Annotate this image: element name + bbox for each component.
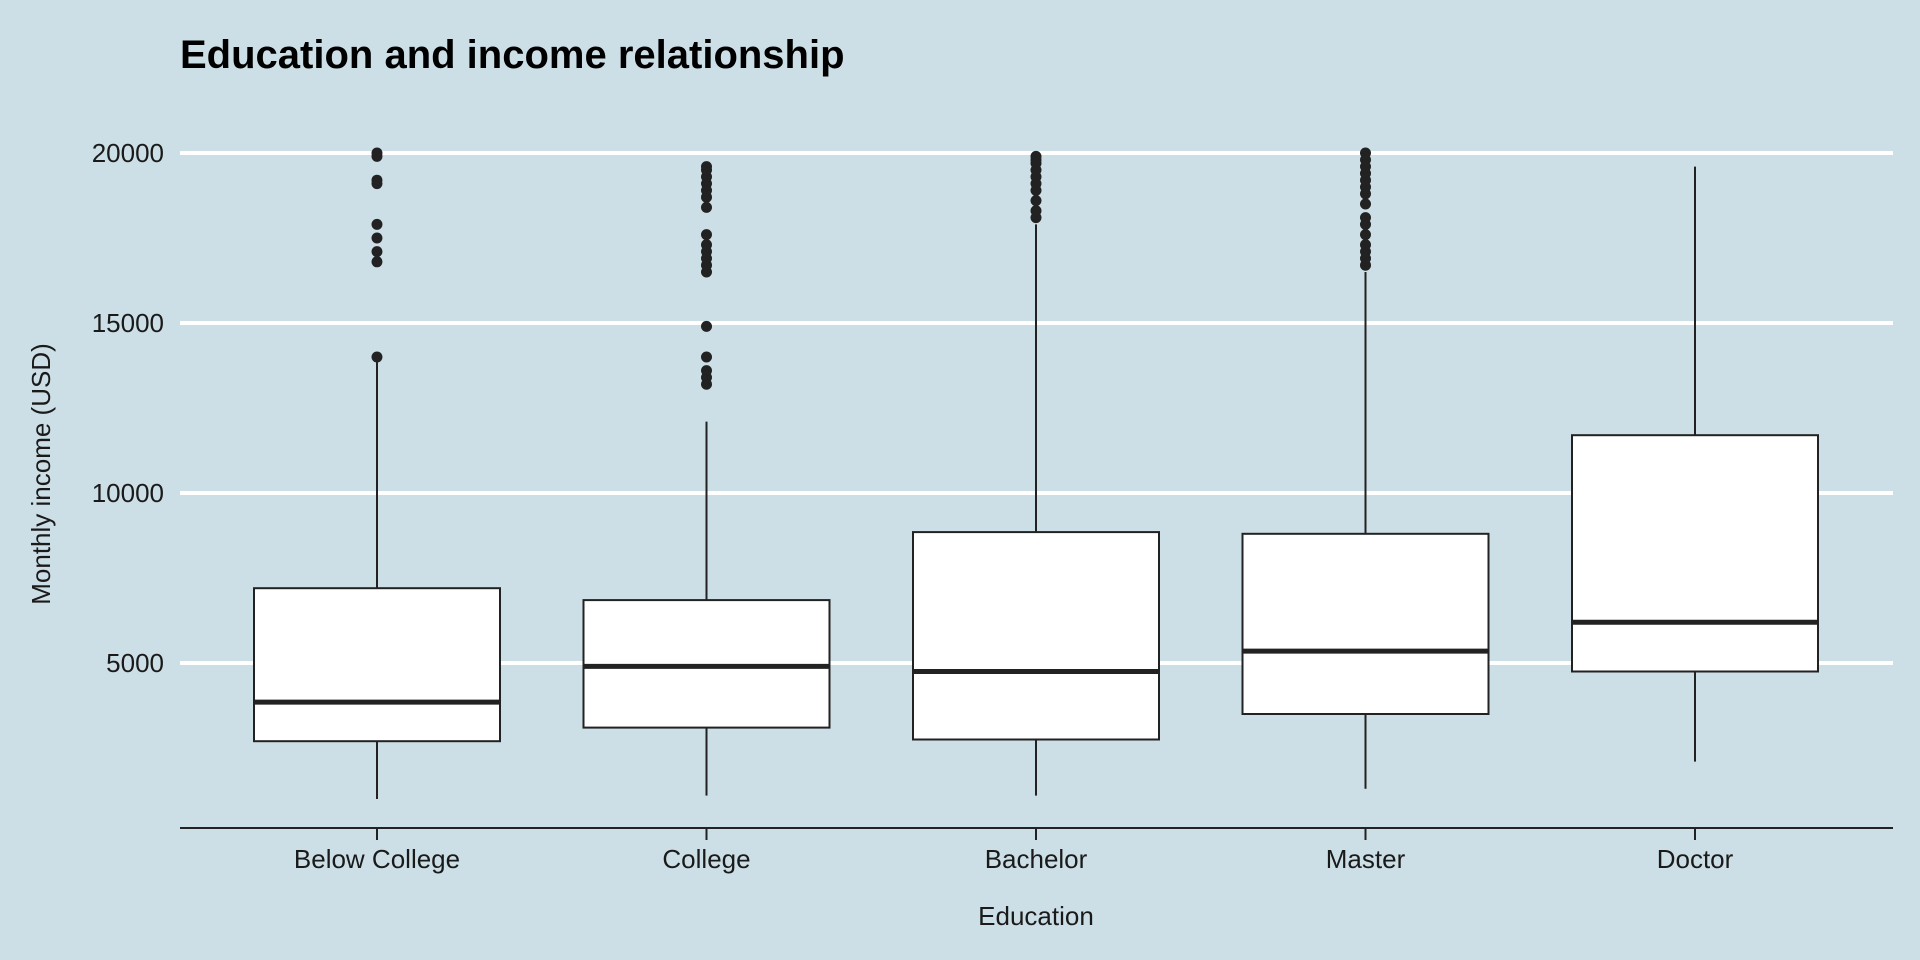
y-tick-label: 20000	[92, 138, 164, 168]
x-axis-ticks: Below College College Bachelor Master Doctor	[294, 828, 1734, 874]
outlier-point	[371, 218, 383, 230]
outlier-point	[1030, 150, 1042, 162]
outlier-point	[1360, 147, 1371, 159]
box-group	[253, 147, 501, 799]
box	[253, 587, 501, 743]
y-axis-ticks: 5000 10000 15000 20000	[92, 138, 164, 678]
boxes	[253, 147, 1819, 799]
box-group	[1571, 166, 1819, 762]
y-tick-label: 5000	[106, 648, 164, 678]
outlier-point	[371, 256, 383, 268]
y-axis-title: Monthly income (USD)	[26, 343, 56, 605]
outlier-point	[701, 351, 712, 363]
chart-title: Education and income relationship	[180, 33, 845, 77]
outlier-point	[371, 174, 383, 186]
outlier-point	[701, 320, 712, 332]
outlier-point	[1360, 212, 1371, 224]
outlier-point	[701, 239, 712, 251]
outlier-point	[701, 201, 712, 213]
y-tick-label: 15000	[92, 308, 164, 338]
box	[912, 531, 1160, 741]
outlier-point	[371, 232, 383, 244]
outlier-point	[701, 365, 712, 377]
outlier-point	[371, 351, 383, 363]
outlier-point	[1360, 229, 1371, 241]
x-tick-label: Doctor	[1657, 844, 1734, 874]
x-tick-label: College	[662, 844, 750, 874]
box	[582, 599, 831, 729]
outlier-point	[1030, 195, 1042, 207]
box	[1241, 532, 1490, 715]
outlier-point	[1360, 239, 1371, 251]
outlier-point	[1030, 205, 1042, 217]
x-tick-label: Below College	[294, 844, 460, 874]
box	[1571, 434, 1819, 673]
outlier-point	[701, 229, 712, 241]
y-tick-label: 10000	[92, 478, 164, 508]
outlier-point	[701, 161, 712, 173]
x-tick-label: Bachelor	[985, 844, 1088, 874]
x-tick-label: Master	[1326, 844, 1406, 874]
box-group	[582, 161, 831, 796]
outlier-point	[371, 246, 383, 258]
outlier-point	[371, 147, 383, 159]
outlier-point	[1360, 198, 1371, 210]
box-group	[912, 150, 1160, 796]
box-group	[1241, 147, 1490, 789]
x-axis-title: Education	[978, 901, 1094, 931]
